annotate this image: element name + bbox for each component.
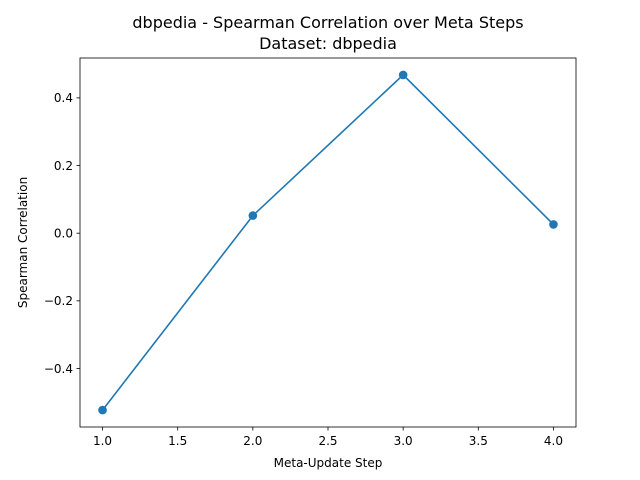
data-point	[398, 70, 408, 80]
x-tick-label: 2.0	[243, 434, 262, 448]
x-tick-label: 2.5	[318, 434, 337, 448]
chart-subtitle: Dataset: dbpedia	[259, 34, 397, 53]
y-axis-label: Spearman Correlation	[16, 177, 30, 308]
axes-frame	[79, 57, 577, 428]
x-tick-label: 1.5	[168, 434, 187, 448]
x-tick-label: 4.0	[544, 434, 563, 448]
x-tick-label: 1.0	[93, 434, 112, 448]
chart-title: dbpedia - Spearman Correlation over Meta…	[132, 13, 523, 32]
x-tick-label: 3.0	[394, 434, 413, 448]
series-line	[101, 73, 555, 411]
x-tick-label: 3.5	[469, 434, 488, 448]
plot-area: 1.0 1.5 2.0 2.5 3.0 3.5 4.0 −0.4 −0.2 0.0 0.2 0.4	[44, 70, 563, 448]
y-tick-label: −0.2	[44, 294, 73, 308]
data-point	[98, 405, 107, 415]
data-point	[549, 220, 558, 229]
data-point	[248, 211, 258, 220]
y-tick-label: 0.4	[54, 91, 73, 105]
x-axis-label: Meta-Update Step	[274, 456, 383, 470]
y-tick-label: 0.2	[54, 159, 73, 173]
y-tick-label: 0.0	[54, 226, 73, 240]
y-tick-label: −0.4	[44, 362, 73, 376]
